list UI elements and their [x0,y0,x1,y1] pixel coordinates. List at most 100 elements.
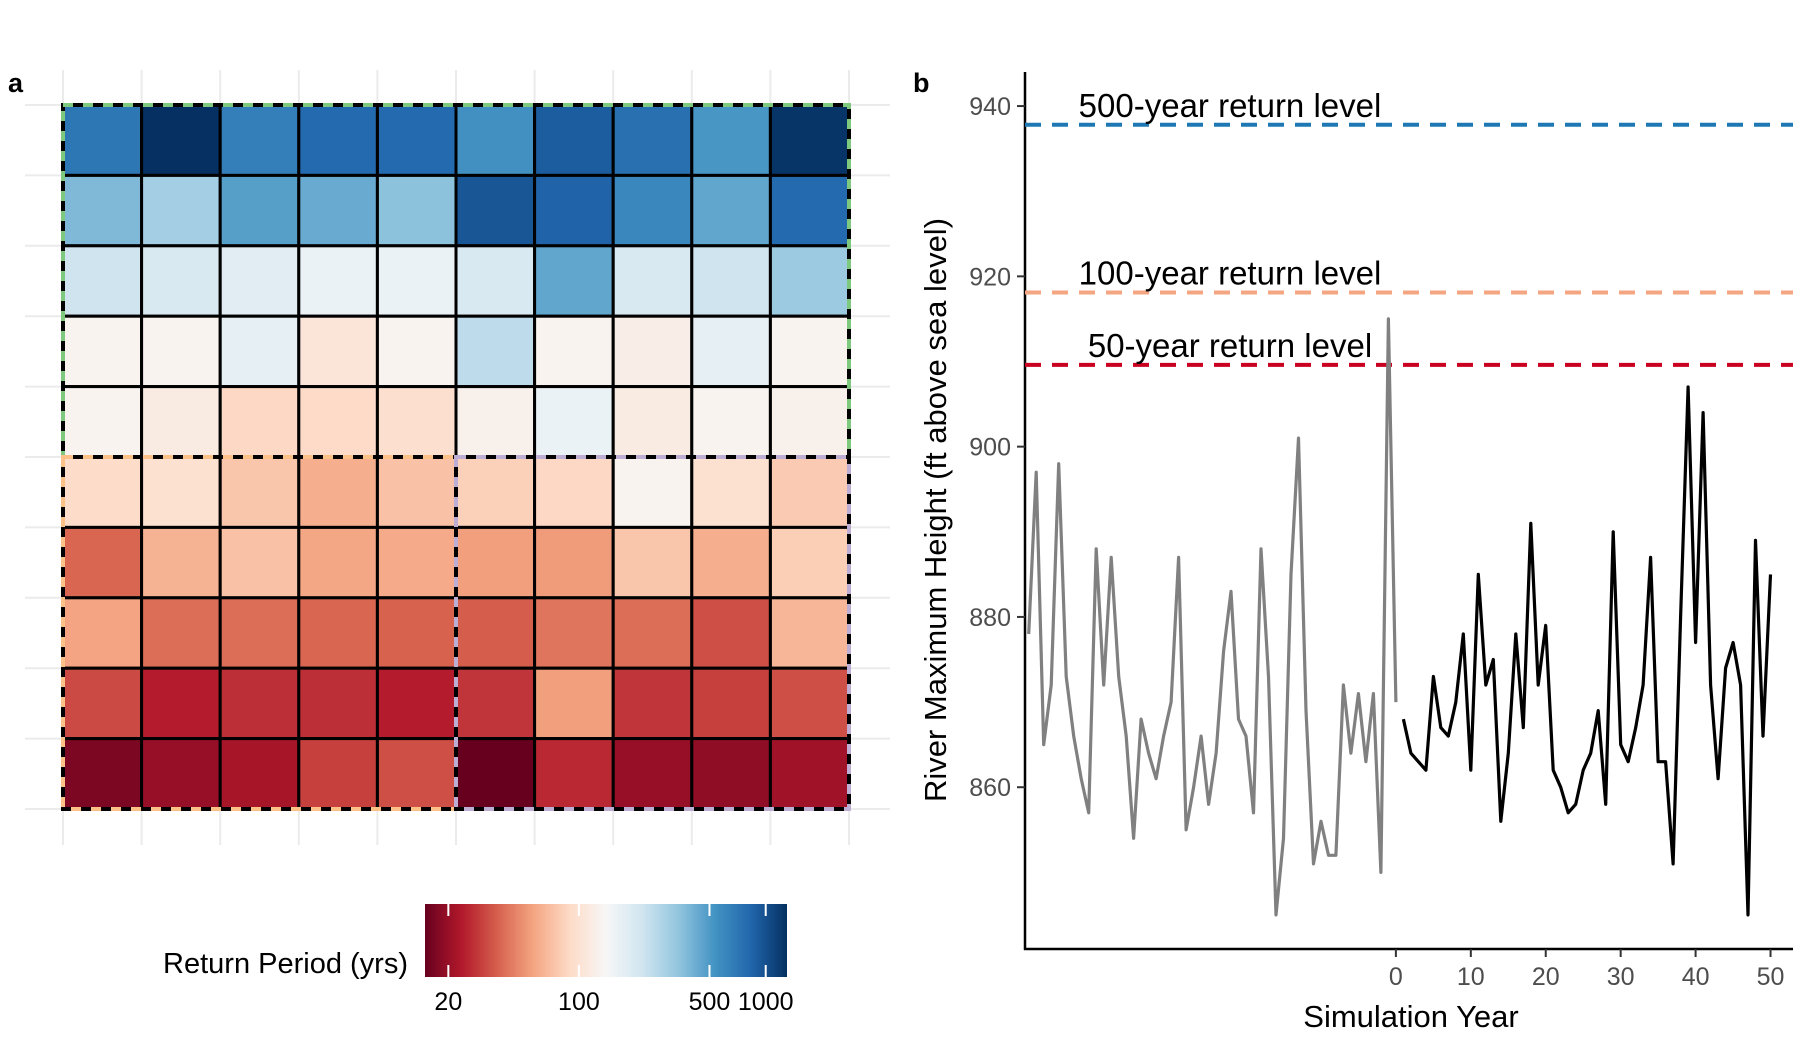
heatmap-cell [768,385,851,459]
x-tick-label: 0 [1389,963,1403,991]
heatmap-cell [768,314,851,389]
colorbar-tick-label: 100 [558,988,600,1016]
heatmap-cell [61,244,144,318]
heatmap-cell [690,455,772,529]
colorbar-tick-label: 500 [689,988,731,1016]
heatmap-cell [218,173,301,248]
return-level-lines [1025,122,1793,367]
heatmap-cell [140,314,222,389]
heatmap-cell [61,385,144,459]
heatmap-cell [690,666,772,741]
heatmap-cell [611,737,694,811]
heatmap-cell [297,314,379,389]
heatmap-cell [690,737,772,811]
heatmap-cell [218,244,301,318]
colorbar-legend: Return Period (yrs) 20 100 500 1000 [163,904,794,1016]
heatmap-cell [61,596,144,670]
panel-a: a [8,68,890,845]
heatmap-cell [768,244,851,318]
heatmap-cell [533,385,615,459]
region-border-top [61,103,851,459]
heatmap-cell [690,173,772,248]
x-tick-label: 50 [1757,963,1785,991]
heatmap-cell [611,314,694,389]
heatmap-cell [375,244,458,318]
heatmap-cell [218,666,301,741]
heatmap-cell [140,596,222,670]
y-tick-label: 900 [969,434,1011,462]
heatmap-cell [768,103,851,177]
heatmap-cell [768,666,851,741]
y-axis-ticks: 860 880 900 920 940 [969,93,1025,802]
line-series [1027,317,1773,917]
heatmap-cell [375,525,458,600]
heatmap-cell [454,103,537,177]
heatmap-cell [61,666,144,741]
heatmap-cell [533,314,615,389]
panel-a-label: a [8,68,24,98]
heatmap-cell [454,455,537,529]
x-axis-ticks: 0 10 20 30 40 50 [1389,949,1784,991]
heatmap-cell [218,385,301,459]
heatmap-cell [768,596,851,670]
heatmap-cell [611,666,694,741]
heatmap-cell [297,173,379,248]
heatmap-cell [690,525,772,600]
heatmap-cell [61,737,144,811]
colorbar-tick-label: 20 [434,988,462,1016]
colorbar-ticks: 20 100 500 1000 [434,904,794,1016]
y-tick-label: 920 [969,263,1011,291]
heatmap-cell [768,737,851,811]
heatmap-cell [690,244,772,318]
y-tick-label: 880 [969,604,1011,632]
heatmap-cell [297,385,379,459]
heatmap-cell [297,244,379,318]
heatmap-cell [690,385,772,459]
heatmap-cell [454,385,537,459]
heatmap-cell [375,455,458,529]
heatmap-cell [297,596,379,670]
heatmap-cell [690,314,772,389]
heatmap-region-borders [61,103,851,811]
series-line-history [1027,317,1398,917]
heatmap-cell [611,596,694,670]
heatmap-cell [375,385,458,459]
series-line-simulation [1401,385,1773,917]
x-tick-label: 20 [1532,963,1560,991]
x-axis-title: Simulation Year [1303,999,1518,1034]
heatmap-cell [533,173,615,248]
return-level-label-100: 100-year return level [1079,255,1382,292]
heatmap-cell [140,385,222,459]
heatmap-cell [61,455,144,529]
heatmap-cell [611,385,694,459]
heatmap-cell [533,244,615,318]
heatmap-cell [768,455,851,529]
heatmap-cell [454,596,537,670]
x-tick-label: 40 [1682,963,1710,991]
heatmap-cell [454,173,537,248]
heatmap-cell [140,666,222,741]
heatmap-cell [454,244,537,318]
heatmap-cell [690,103,772,177]
return-level-label-500: 500-year return level [1079,87,1382,124]
heatmap-cell [61,173,144,248]
heatmap-cell [611,173,694,248]
heatmap-cell [611,103,694,177]
heatmap-cell [533,737,615,811]
heatmap-cell [768,173,851,248]
heatmap-cell [375,314,458,389]
heatmap-cell [140,737,222,811]
heatmap-cell [375,596,458,670]
heatmap-cell [375,103,458,177]
heatmap-cell [611,525,694,600]
heatmap-cell [140,244,222,318]
heatmap-cell [533,596,615,670]
heatmap-cell [61,103,144,177]
heatmap-cell [61,314,144,389]
y-axis-title: River Maximum Height (ft above sea level… [918,218,953,802]
heatmap-cell [611,455,694,529]
y-tick-label: 940 [969,93,1011,121]
heatmap-cell [218,596,301,670]
